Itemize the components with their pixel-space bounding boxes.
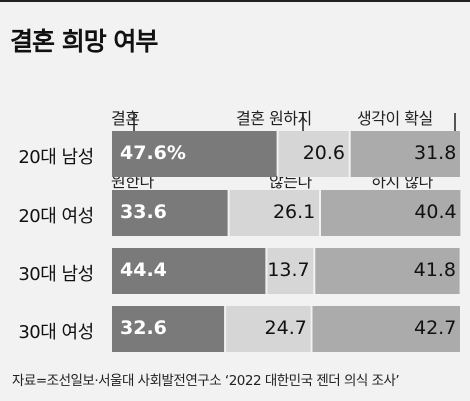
bar-unsure: [312, 306, 460, 352]
data-label-want: 33.6: [120, 201, 167, 223]
data-label-want: 47.6%: [120, 142, 186, 164]
bar-unsure: [350, 131, 460, 177]
row-label: 30대 여성: [18, 322, 94, 343]
bar-not-want: [278, 131, 349, 177]
legend-unsure-line1: 생각이 확실: [357, 109, 433, 128]
data-label-unsure: 40.4: [414, 201, 457, 223]
top-rule: [0, 0, 470, 2]
data-label-want: 32.6: [120, 317, 167, 339]
chart-title: 결혼 희망 여부: [10, 27, 158, 56]
legend-want-marriage-line1: 결혼: [111, 109, 140, 128]
data-label-unsure: 42.7: [414, 317, 457, 339]
legend-not-want-marriage-line1: 결혼 원하지: [236, 109, 312, 128]
bar-unsure: [315, 248, 460, 294]
data-label-not-want: 26.1: [272, 201, 316, 223]
bar-want: [112, 306, 225, 352]
data-label-unsure: 31.8: [414, 142, 457, 164]
row-label: 20대 여성: [18, 206, 94, 227]
bar-not-want: [229, 190, 319, 236]
data-label-want: 44.4: [120, 259, 167, 281]
data-label-not-want: 13.7: [267, 259, 310, 281]
row-label: 30대 남성: [18, 264, 94, 285]
bar-unsure: [321, 190, 461, 236]
data-label-not-want: 20.6: [302, 142, 345, 164]
bar-want: [112, 131, 277, 177]
bar-want: [112, 190, 228, 236]
source-note: 자료=조선일보·서울대 사회발전연구소 ‘2022 대한민국 젠더 의식 조사’: [12, 373, 400, 389]
bar-want: [112, 248, 266, 294]
data-label-not-want: 24.7: [264, 317, 307, 339]
bar-not-want: [267, 248, 314, 294]
row-label: 20대 남성: [18, 147, 94, 168]
bar-not-want: [226, 306, 311, 352]
data-label-unsure: 41.8: [413, 259, 456, 281]
